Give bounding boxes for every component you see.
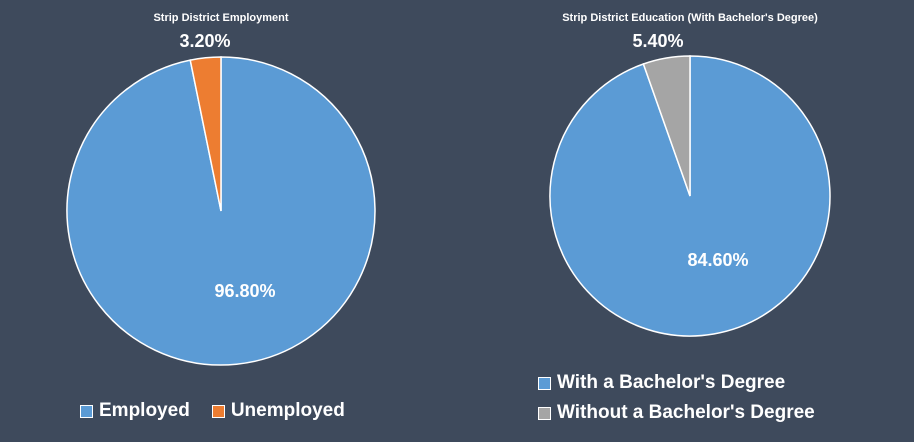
pie-slice-unemployed bbox=[189, 56, 222, 212]
data-label-employed: 96.80% bbox=[214, 281, 275, 301]
employment-chart-title: Strip District Employment bbox=[153, 12, 289, 24]
employment-legend: Employed Unemployed bbox=[80, 400, 345, 422]
education-legend: With a Bachelor's Degree Without a Bache… bbox=[538, 372, 815, 424]
legend-item-unemployed: Unemployed bbox=[211, 400, 345, 422]
legend-item-employed: Employed bbox=[80, 400, 190, 422]
pie-slice-without-degree bbox=[642, 55, 691, 197]
education-chart-title: Strip District Education (With Bachelor'… bbox=[562, 12, 818, 24]
with-degree-swatch bbox=[538, 376, 551, 390]
data-label-without-degree: 5.40% bbox=[632, 31, 683, 51]
unemployed-swatch bbox=[211, 404, 225, 418]
data-label-unemployed: 3.20% bbox=[179, 31, 230, 51]
employed-swatch bbox=[80, 404, 93, 418]
legend-label-employed: Employed bbox=[99, 400, 190, 421]
data-label-with-degree: 84.60% bbox=[687, 250, 748, 270]
without-degree-swatch bbox=[538, 406, 551, 420]
legend-label-with-degree: With a Bachelor's Degree bbox=[557, 372, 786, 393]
legend-label-without-degree: Without a Bachelor's Degree bbox=[557, 402, 815, 423]
legend-item-without-degree: Without a Bachelor's Degree bbox=[538, 402, 815, 424]
legend-item-with-degree: With a Bachelor's Degree bbox=[538, 372, 815, 394]
legend-label-unemployed: Unemployed bbox=[230, 400, 345, 421]
